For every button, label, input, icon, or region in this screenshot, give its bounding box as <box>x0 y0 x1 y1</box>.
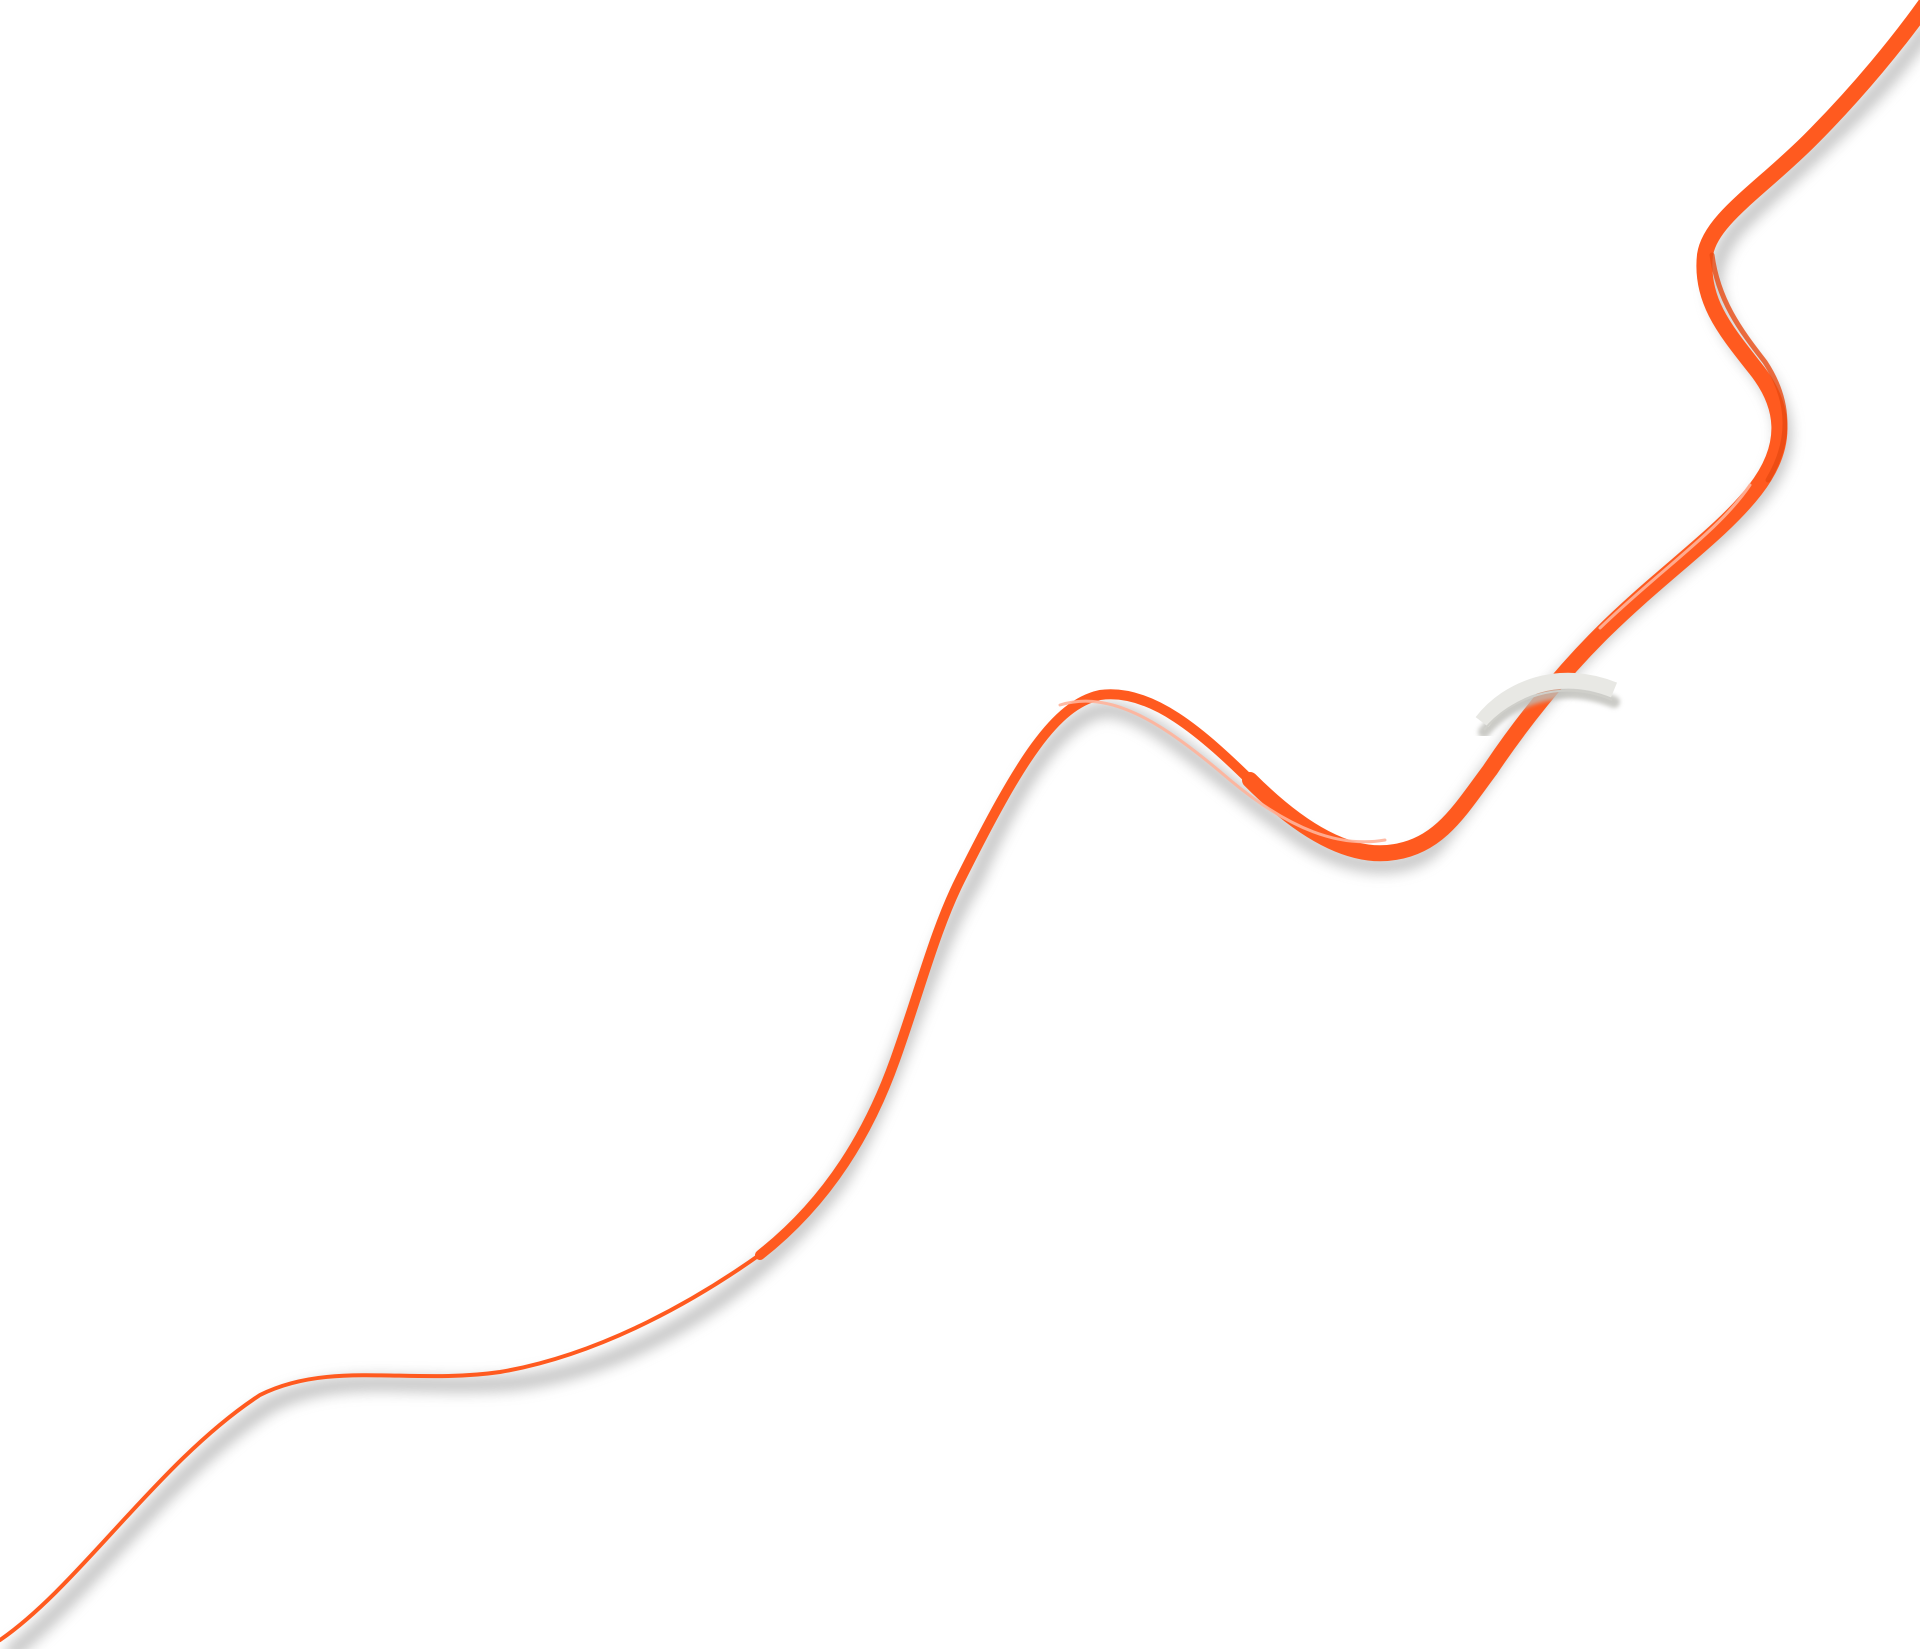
ribbon-mid <box>755 689 1265 1260</box>
clip-shadow <box>1478 686 1620 738</box>
clip-band-edge <box>1483 689 1613 731</box>
clip-band <box>1475 672 1618 728</box>
ribbon-clip <box>1475 672 1620 738</box>
ribbon-edge-shade <box>1709 252 1788 483</box>
ribbon-tail <box>0 1238 782 1642</box>
ribbon-highlight <box>1058 483 1752 844</box>
ribbon-thick <box>1242 0 1920 862</box>
